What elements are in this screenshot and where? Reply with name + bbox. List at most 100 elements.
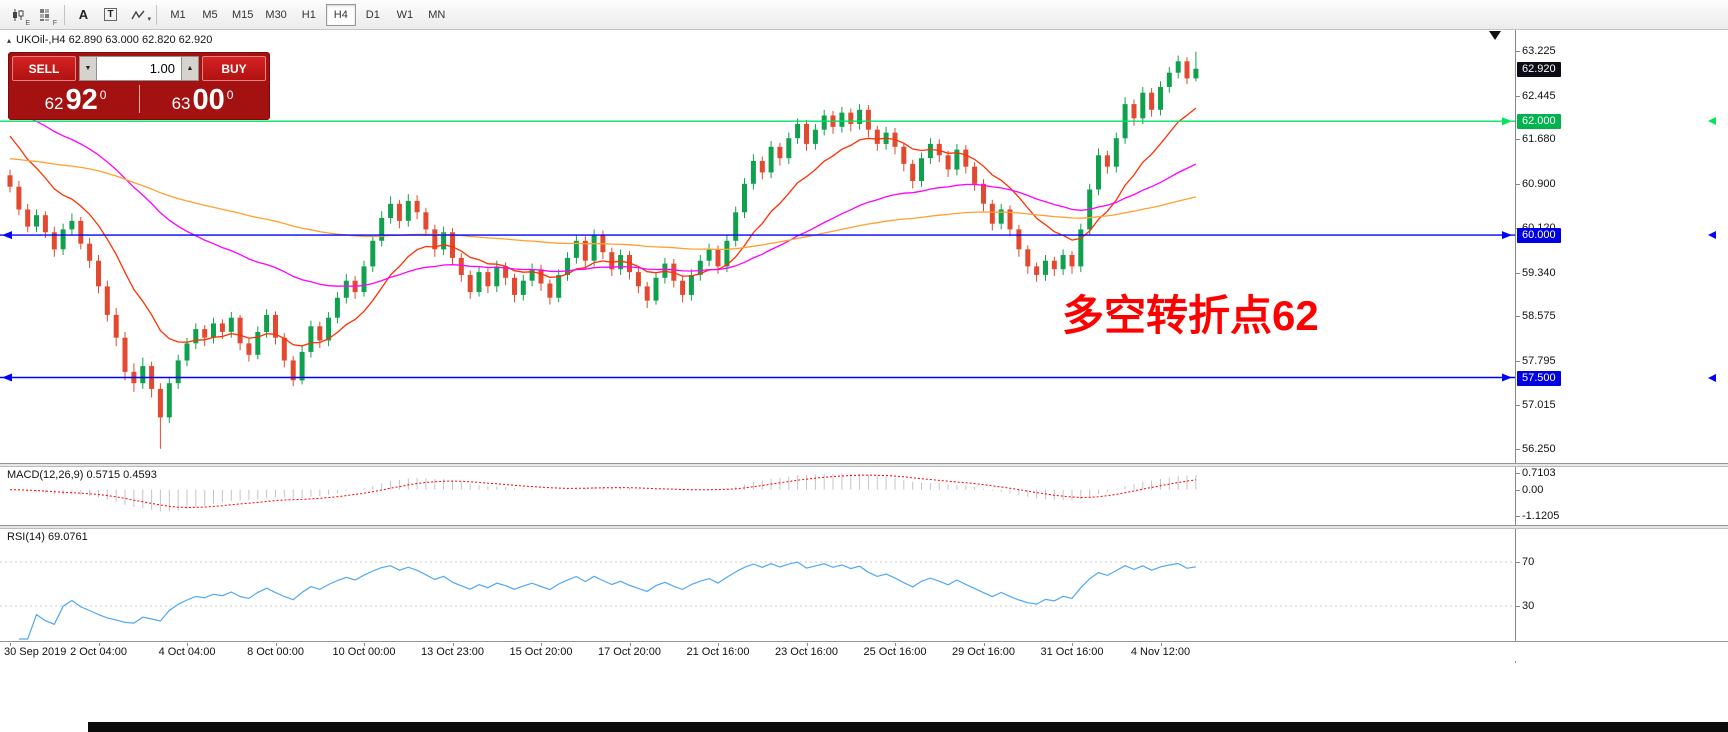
volume-input[interactable]: 1.00	[97, 56, 181, 81]
zigzag-tool-button[interactable]: ▾	[124, 3, 151, 27]
date-axis-label: 30 Sep 2019	[4, 646, 67, 658]
axis-tick	[1516, 95, 1520, 97]
toolbar-separator	[156, 4, 157, 25]
axis-tick	[1516, 489, 1520, 491]
one-click-trade-panel: SELL ▼ 1.00 ▲ BUY 62 92 0 63 00 0	[8, 52, 270, 120]
timeframe-h4-button[interactable]: H4	[325, 3, 356, 26]
chart-candles-icon	[13, 8, 24, 21]
candles-chart-tool-button[interactable]: E	[5, 3, 32, 27]
macd-axis-label: -1.1205	[1522, 510, 1560, 523]
rsi-indicator-label: RSI(14) 69.0761	[7, 531, 88, 543]
date-tick	[895, 643, 896, 646]
macd-histogram	[18, 473, 1197, 512]
price-axis-label: 56.250	[1522, 442, 1556, 455]
ma-fast-red[interactable]	[9, 107, 1197, 347]
price-axis[interactable]: 63.22562.44561.68060.90060.12059.34058.5…	[1515, 30, 1728, 663]
ma-mid-magenta[interactable]	[9, 107, 1197, 287]
rsi-canvas	[0, 561, 1515, 640]
timeframe-h1-button[interactable]: H1	[294, 4, 324, 26]
buy-button[interactable]: BUY	[202, 56, 266, 81]
price-axis-label: 63.225	[1522, 45, 1556, 58]
ask-point: 0	[226, 88, 234, 102]
hline-price-badge: 57.500	[1517, 370, 1561, 386]
axis-tick	[1516, 272, 1520, 274]
date-axis-label: 8 Oct 00:00	[247, 646, 304, 658]
date-tick	[541, 643, 542, 646]
timeframe-d1-button[interactable]: D1	[358, 4, 388, 26]
date-axis-label: 2 Oct 04:00	[70, 646, 127, 658]
date-tick	[806, 643, 808, 646]
horizontal-lines	[0, 117, 1515, 382]
line-arrow-icon	[2, 373, 12, 382]
current-price-badge: 62.920	[1517, 61, 1561, 77]
macd-indicator-label: MACD(12,26,9) 0.5715 0.4593	[7, 469, 157, 481]
date-tick	[98, 643, 100, 646]
axis-tick	[1516, 51, 1520, 53]
line-arrow-icon	[2, 231, 12, 240]
axis-tick	[1516, 562, 1520, 563]
date-axis[interactable]: 30 Sep 2019 2 Oct 04:00 4 Oct 04:00 8 Oct 0…	[0, 643, 1728, 661]
macd-axis-label: 0.7103	[1522, 466, 1556, 479]
chart-canvas[interactable]: ▴ UKOil-,H4 62.890 63.000 62.820 62.920 …	[0, 30, 1515, 463]
date-axis-label: 21 Oct 16:00	[686, 646, 750, 658]
line-arrow-icon	[1502, 117, 1512, 126]
grid-icon	[39, 8, 49, 21]
bid-ask-display: 62 92 0 63 00 0	[12, 82, 266, 116]
date-axis-label: 4 Nov 12:00	[1130, 646, 1191, 658]
date-tick	[718, 643, 719, 646]
ask-whole: 63	[171, 94, 191, 113]
ask-pips: 00	[192, 84, 225, 116]
text-box-tool-button[interactable]: T	[97, 3, 124, 27]
panel-separator[interactable]	[0, 463, 1728, 467]
symbol-marker-icon: ▴	[7, 35, 12, 45]
volume-increase-button[interactable]: ▲	[181, 56, 199, 81]
chevron-down-icon: ▾	[147, 15, 151, 23]
bid-price[interactable]: 62 92 0	[12, 82, 139, 116]
line-arrow-icon	[1502, 373, 1512, 382]
axis-tick	[1516, 360, 1520, 362]
hline-price-badge: 60.000	[1517, 228, 1561, 244]
rsi-axis-label: 30	[1522, 600, 1535, 612]
timeframe-m30-button[interactable]: M30	[260, 4, 291, 26]
ma-slow-orange[interactable]	[9, 158, 1197, 251]
axis-tick	[1516, 316, 1520, 318]
date-tick	[187, 643, 188, 646]
axis-tick	[1516, 448, 1520, 450]
panel-separator	[0, 641, 1728, 643]
timeframe-w1-button[interactable]: W1	[390, 4, 420, 26]
timeframe-m1-button[interactable]: M1	[163, 4, 193, 26]
toolbar-separator	[64, 4, 65, 25]
volume-control: ▼ 1.00 ▲	[79, 56, 199, 81]
main-chart-svg	[0, 51, 1515, 449]
line-extend-marker-icon	[1708, 231, 1716, 240]
date-axis-label: 4 Oct 04:00	[158, 646, 216, 658]
hline-price-badge: 62.000	[1517, 114, 1561, 130]
timeframe-mn-button[interactable]: MN	[422, 4, 452, 26]
chart-annotation[interactable]: 多空转折点62	[1062, 292, 1319, 339]
chart-shift-marker-icon[interactable]	[1489, 31, 1501, 40]
price-axis-label: 57.015	[1522, 399, 1556, 412]
volume-decrease-button[interactable]: ▼	[79, 56, 97, 81]
axis-tick	[1516, 405, 1520, 407]
panel-separator[interactable]	[0, 525, 1728, 529]
axis-tick	[1516, 183, 1520, 185]
timeframe-m15-button[interactable]: M15	[227, 4, 258, 26]
text-label-tool-button[interactable]: A	[70, 3, 97, 27]
grid-tool-button[interactable]: F	[32, 3, 59, 27]
date-axis-label: 17 Oct 20:00	[598, 646, 661, 658]
toolbar: E F A T ▾ M1 M5 M15 M30 H1 H4 D1 W1 MN	[0, 0, 1728, 30]
price-axis-label: 61.680	[1522, 133, 1556, 146]
price-axis-label: 62.445	[1522, 89, 1556, 102]
macd-panel: MACD(12,26,9) 0.5715 0.4593	[0, 467, 1515, 525]
price-axis-label: 60.900	[1522, 177, 1556, 190]
date-tick	[1160, 643, 1162, 646]
timeframe-m5-button[interactable]: M5	[195, 4, 225, 26]
sell-button[interactable]: SELL	[12, 56, 76, 81]
ask-price[interactable]: 63 00 0	[139, 82, 266, 116]
taskbar-strip	[88, 722, 1728, 732]
bid-whole: 62	[44, 94, 64, 113]
date-tick	[629, 643, 631, 646]
date-tick	[983, 643, 985, 646]
macd-signal-line	[9, 474, 1196, 509]
macd-canvas	[9, 473, 1197, 512]
